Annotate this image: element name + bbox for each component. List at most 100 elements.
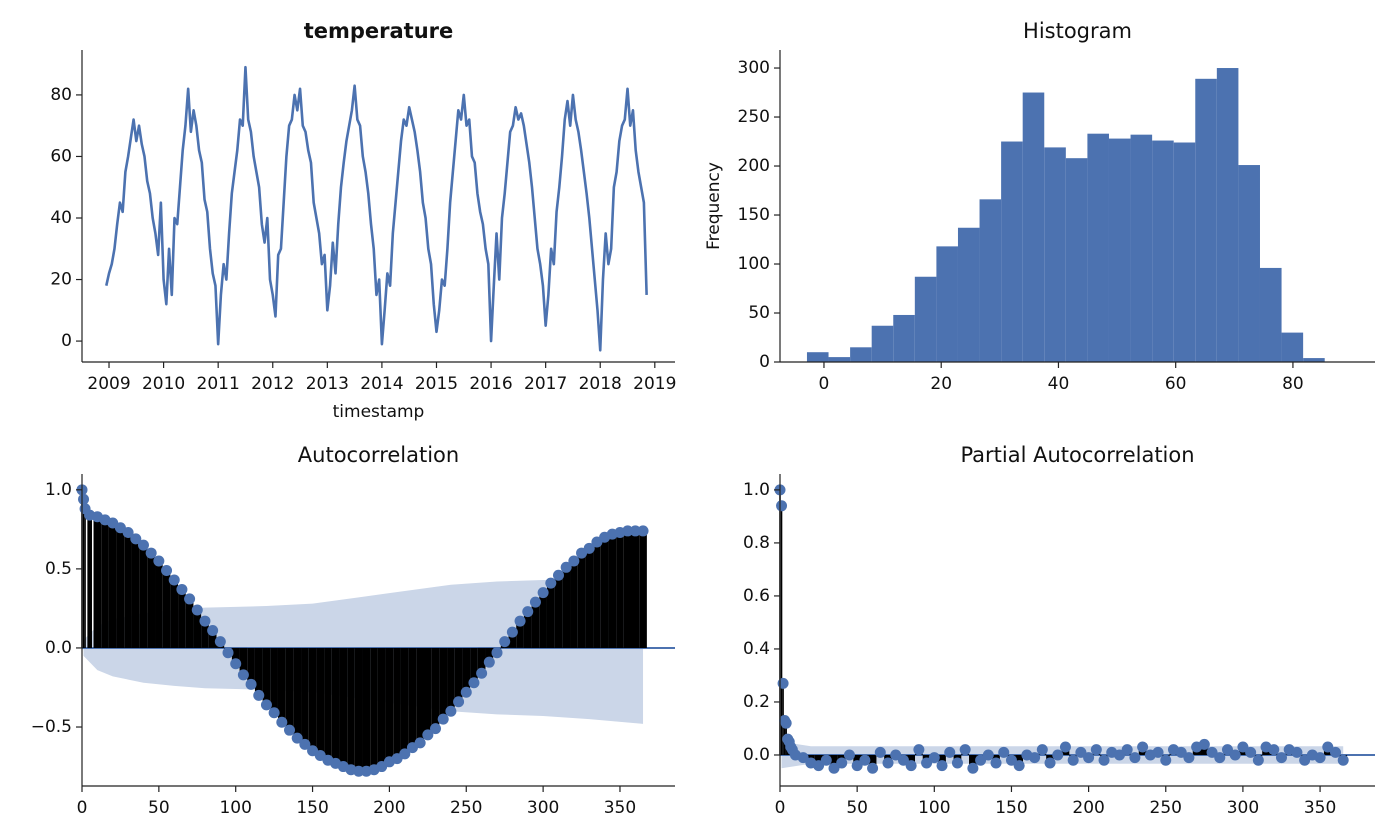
stem-marker: [928, 752, 940, 764]
x-tick-label: 40: [1048, 374, 1070, 394]
stem-marker: [168, 574, 180, 586]
x-tick-label: 100: [918, 798, 950, 818]
stem-marker: [1044, 757, 1056, 769]
histogram-bar: [1195, 78, 1217, 362]
stem-marker: [184, 593, 196, 605]
stem-marker: [874, 746, 886, 758]
stem-marker: [1029, 752, 1041, 764]
y-tick-label: 150: [738, 205, 770, 225]
x-tick-label: 0: [819, 374, 830, 394]
y-tick-label: 1.0: [45, 480, 72, 500]
stem-marker: [905, 760, 917, 772]
stem-marker: [122, 527, 134, 539]
stem-marker: [1291, 746, 1303, 758]
x-tick-label: 300: [527, 798, 559, 818]
stem-marker: [820, 754, 832, 766]
histogram-bar: [1216, 68, 1239, 362]
stem-marker: [1083, 752, 1095, 764]
y-tick-label: 200: [738, 156, 770, 176]
stem-marker: [499, 636, 511, 648]
stem-marker: [813, 760, 825, 772]
histogram-bar: [850, 347, 872, 362]
stem-marker: [568, 555, 580, 567]
stem-marker: [260, 699, 272, 711]
stem-marker: [1268, 744, 1280, 756]
stem-marker: [1137, 741, 1149, 753]
y-tick-label: 0.2: [743, 692, 770, 712]
stem-marker: [207, 625, 219, 637]
stem-marker: [399, 748, 411, 760]
stem-marker: [1299, 754, 1311, 766]
chart-title: Autocorrelation: [298, 443, 459, 467]
stem-marker: [537, 587, 549, 599]
stem-marker: [776, 500, 788, 512]
stem-marker: [1229, 749, 1241, 761]
stem-marker: [230, 658, 242, 670]
x-tick-label: 2012: [251, 374, 294, 394]
stem-marker: [214, 636, 226, 648]
histogram-bar: [1303, 358, 1325, 362]
stem-marker: [145, 547, 157, 559]
histogram-bar: [871, 325, 894, 362]
stem-marker: [199, 615, 211, 627]
stem-marker: [299, 738, 311, 750]
stem-marker: [1059, 741, 1071, 753]
stem-marker: [522, 606, 534, 618]
stem-marker: [990, 757, 1002, 769]
histogram-bar: [806, 352, 829, 362]
stem-marker: [506, 626, 518, 638]
y-tick-label: 0: [759, 352, 770, 372]
stem-marker: [1214, 752, 1226, 764]
y-tick-label: 0.6: [743, 586, 770, 606]
stem-marker: [1252, 754, 1264, 766]
stem-marker: [921, 757, 933, 769]
stem-marker: [1052, 749, 1064, 761]
stem-marker: [1129, 752, 1141, 764]
x-tick-label: 50: [148, 798, 170, 818]
x-tick-label: 200: [373, 798, 405, 818]
y-tick-label: 0: [61, 331, 72, 351]
y-tick-label: 0.5: [45, 559, 72, 579]
stem-marker: [552, 569, 564, 581]
stem-marker: [1221, 744, 1233, 756]
stem-marker: [291, 732, 303, 744]
stem-marker: [237, 669, 249, 681]
stem-marker: [867, 762, 879, 774]
stem-marker: [460, 686, 472, 698]
x-tick-label: 250: [450, 798, 482, 818]
stem-marker: [998, 746, 1010, 758]
stem-marker: [560, 561, 572, 573]
chart-title: Partial Autocorrelation: [960, 443, 1194, 467]
y-tick-label: 60: [50, 146, 72, 166]
histogram-bar: [1152, 140, 1174, 362]
x-tick-label: 200: [1072, 798, 1104, 818]
stem-marker: [1098, 754, 1110, 766]
x-tick-label: 2018: [579, 374, 622, 394]
x-tick-label: 2013: [306, 374, 349, 394]
x-tick-label: 20: [930, 374, 952, 394]
stem-marker: [1075, 746, 1087, 758]
y-tick-label: 50: [748, 303, 770, 323]
x-tick-label: 350: [604, 798, 636, 818]
stem-marker: [637, 525, 649, 537]
stem-marker: [1314, 752, 1326, 764]
stem-marker: [222, 647, 234, 659]
stem-marker: [1090, 744, 1102, 756]
histogram-bar: [893, 314, 915, 362]
stem-marker: [191, 604, 203, 616]
y-tick-label: 80: [50, 85, 72, 105]
stem-marker: [445, 705, 457, 717]
stem-marker: [545, 577, 557, 589]
stem-marker: [1206, 746, 1218, 758]
stem-marker: [130, 533, 142, 545]
histogram-bar: [979, 199, 1002, 362]
x-tick-label: 60: [1165, 374, 1187, 394]
y-tick-label: −0.5: [31, 717, 72, 737]
x-tick-label: 0: [77, 798, 88, 818]
stem-marker: [468, 677, 480, 689]
histogram-bar: [1065, 158, 1088, 362]
stem-marker: [959, 744, 971, 756]
stem-marker: [913, 744, 925, 756]
